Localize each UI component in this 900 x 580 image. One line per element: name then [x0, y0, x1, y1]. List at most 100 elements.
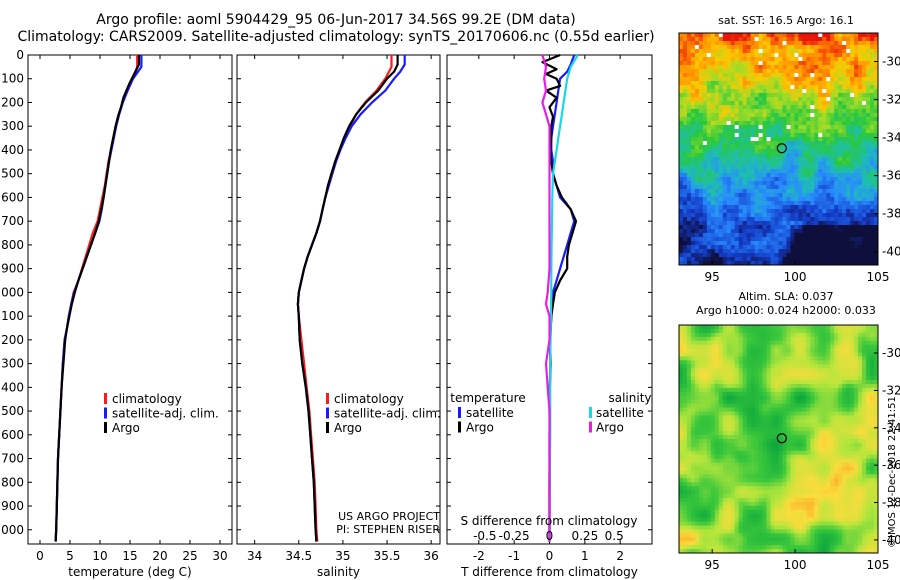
map-cell	[798, 137, 803, 142]
map-cell	[679, 105, 684, 110]
map-cell	[778, 61, 783, 66]
map-cell	[826, 173, 831, 178]
map-cell	[778, 383, 783, 389]
map-cell	[746, 399, 752, 405]
map-cell	[798, 446, 803, 452]
map-cell	[794, 407, 799, 412]
map-cell	[694, 466, 700, 471]
map-cell	[766, 209, 771, 214]
map-cell	[710, 257, 716, 262]
map-cell	[854, 237, 859, 242]
map-cell	[766, 69, 771, 74]
map-cell	[778, 93, 783, 98]
map-cell	[794, 125, 799, 130]
map-cell	[862, 61, 867, 66]
map-cell	[842, 41, 847, 46]
map-cell	[722, 129, 728, 134]
map-cell	[854, 325, 859, 330]
map-cell	[838, 101, 843, 106]
map-cell	[794, 61, 799, 66]
map-cell	[850, 336, 855, 342]
map-cell	[734, 241, 740, 246]
map-cell	[690, 201, 696, 206]
map-cell	[734, 360, 740, 365]
map-cell	[758, 340, 763, 346]
map-cell	[682, 217, 688, 222]
map-cell	[778, 37, 783, 42]
map-cell	[682, 145, 688, 150]
map-cell	[726, 364, 732, 369]
map-cell	[714, 193, 720, 198]
map-cell	[798, 454, 803, 460]
map-cell	[718, 458, 724, 463]
map-cell	[706, 161, 712, 166]
map-cell	[862, 45, 867, 50]
map-cell	[762, 41, 767, 46]
map-cell	[802, 415, 807, 420]
map-cell	[834, 458, 839, 463]
map-cell	[734, 466, 740, 471]
map-cell	[679, 133, 684, 138]
map-cell	[686, 33, 692, 38]
map-cell	[758, 37, 763, 42]
map-cell	[742, 193, 748, 198]
map-cell	[782, 225, 787, 230]
map-cell	[794, 261, 799, 266]
map-cell	[722, 229, 728, 234]
map-cell	[830, 415, 835, 420]
map-cell	[742, 364, 748, 369]
map-cell	[862, 403, 867, 408]
map-cell	[690, 113, 696, 118]
map-cell	[734, 153, 740, 158]
map-cell	[698, 399, 704, 405]
map-cell	[810, 101, 815, 106]
map-cell	[806, 125, 811, 130]
map-cell	[754, 125, 759, 130]
map-cell	[802, 69, 807, 74]
map-cell	[862, 97, 867, 102]
map-cell	[710, 85, 716, 90]
map-cell	[714, 61, 720, 66]
map-cell	[850, 197, 855, 202]
map-cell	[770, 340, 775, 346]
map-cell	[738, 109, 744, 114]
map-cell	[762, 376, 767, 381]
map-cell	[730, 387, 736, 393]
map-cell	[826, 419, 831, 424]
map-cell	[694, 427, 700, 432]
map-cell	[822, 101, 827, 106]
map-cell	[774, 113, 779, 118]
map-cell	[850, 137, 855, 142]
map-cell	[690, 213, 696, 218]
map-cell	[774, 197, 779, 202]
map-cell	[750, 340, 756, 346]
map-cell	[710, 221, 716, 226]
map-cell	[698, 109, 704, 114]
map-cell	[782, 245, 787, 250]
map-cell	[794, 169, 799, 174]
map-cell	[842, 45, 847, 50]
map-cell	[862, 221, 867, 226]
map-cell	[694, 225, 700, 230]
map-cell	[742, 423, 748, 428]
map-cell	[706, 129, 712, 134]
map-cell	[790, 193, 795, 198]
map-cell	[806, 169, 811, 174]
map-cell	[846, 125, 851, 130]
map-cell	[766, 141, 771, 146]
map-cell	[718, 415, 724, 420]
map-cell	[686, 368, 692, 373]
map-cell	[830, 352, 835, 357]
map-cell	[870, 376, 875, 381]
legend-label-difference-temperature: satellite	[466, 406, 514, 420]
map-cell	[702, 411, 708, 416]
map-cell	[834, 356, 839, 361]
map-cell	[782, 340, 787, 346]
map-cell	[854, 403, 859, 408]
map-cell	[698, 435, 704, 440]
map-cell	[846, 332, 851, 338]
map-cell	[694, 237, 700, 242]
map-cell	[682, 93, 688, 98]
map-cell	[742, 442, 748, 448]
map-cell	[726, 181, 732, 186]
